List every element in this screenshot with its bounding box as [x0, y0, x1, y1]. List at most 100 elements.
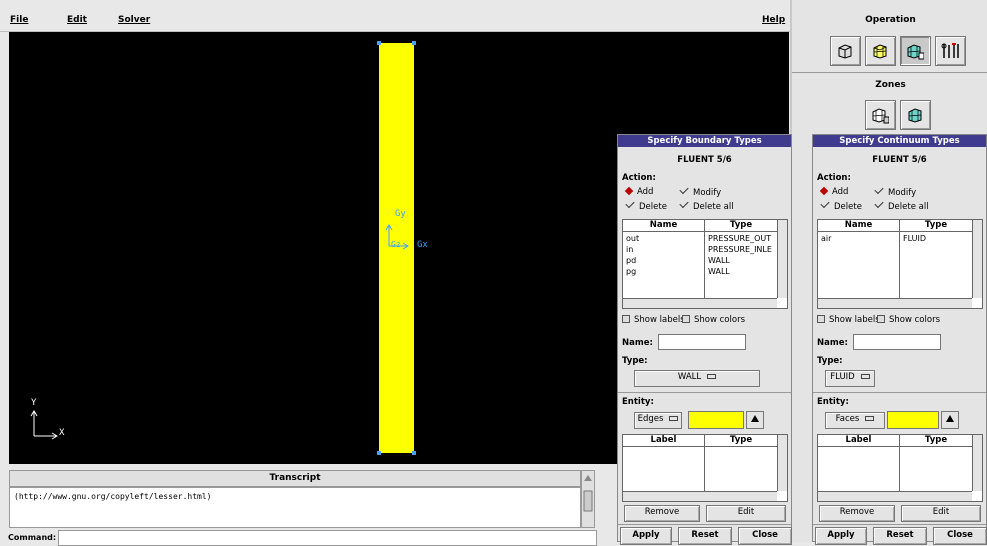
- command-bar: Command:: [0, 530, 597, 546]
- geometry-canvas: [30, 41, 416, 455]
- apply-button[interactable]: Apply: [620, 527, 672, 545]
- boundary-zones-icon: [872, 108, 889, 124]
- menu-edit[interactable]: Edit: [67, 15, 87, 25]
- list-hscrollbar[interactable]: [818, 298, 972, 308]
- panel-divider: [792, 72, 987, 73]
- action-add-radio[interactable]: Add: [624, 186, 653, 197]
- entity-dropdown[interactable]: Faces: [825, 412, 885, 429]
- menu-help[interactable]: Help: [762, 15, 786, 25]
- action-modify-radio[interactable]: Modify: [873, 184, 916, 198]
- name-label: Name:: [622, 338, 653, 348]
- radio-unselected-icon: [820, 198, 830, 209]
- zones-title: Zones: [875, 80, 906, 90]
- continuum-types-dialog: Specify Continuum Types FLUENT 5/6 Actio…: [812, 134, 987, 545]
- gravity-axes: [385, 224, 409, 250]
- list-item[interactable]: in: [626, 245, 634, 254]
- continuum-zones-button[interactable]: [900, 100, 931, 130]
- edit-button[interactable]: Edit: [706, 505, 786, 522]
- reset-button[interactable]: Reset: [873, 527, 927, 545]
- action-delete-all-radio[interactable]: Delete all: [873, 198, 929, 212]
- entity-pick-input[interactable]: [887, 411, 939, 429]
- list-item[interactable]: PRESSURE_OUT: [708, 234, 772, 243]
- mesh-button[interactable]: [865, 36, 896, 66]
- remove-button[interactable]: Remove: [624, 505, 700, 522]
- show-colors-checkbox[interactable]: Show colors: [682, 315, 745, 325]
- list-item[interactable]: pd: [626, 256, 637, 265]
- edit-button[interactable]: Edit: [901, 505, 981, 522]
- command-label: Command:: [8, 533, 57, 542]
- col-name-header: Name: [623, 220, 704, 232]
- apply-button[interactable]: Apply: [815, 527, 867, 545]
- list-item[interactable]: air: [821, 234, 832, 243]
- remove-button[interactable]: Remove: [819, 505, 895, 522]
- list-hscrollbar[interactable]: [623, 491, 777, 501]
- list-item[interactable]: WALL: [708, 267, 730, 276]
- action-add-radio[interactable]: Add: [819, 186, 848, 197]
- geometry-face: [379, 43, 414, 453]
- col-type-header: Type: [704, 435, 778, 447]
- transcript-header: Transcript: [9, 470, 581, 487]
- geometry-icon: [838, 44, 852, 59]
- action-delete-all-radio[interactable]: Delete all: [678, 198, 734, 212]
- name-input[interactable]: [658, 334, 746, 350]
- list-vscrollbar[interactable]: [972, 435, 982, 491]
- close-button[interactable]: Close: [933, 527, 987, 545]
- entity-pick-arrow-button[interactable]: [746, 411, 764, 429]
- zone-list[interactable]: Name Type air FLUID: [817, 219, 983, 309]
- entity-list[interactable]: Label Type: [817, 434, 983, 502]
- col-type-header: Type: [899, 435, 973, 447]
- action-modify-radio[interactable]: Modify: [678, 184, 721, 198]
- type-dropdown[interactable]: FLUID: [825, 370, 875, 387]
- col-type-header: Type: [899, 220, 973, 232]
- menu-file[interactable]: File: [10, 15, 29, 25]
- col-label-header: Label: [818, 435, 899, 447]
- list-item[interactable]: out: [626, 234, 640, 243]
- show-colors-checkbox[interactable]: Show colors: [877, 315, 940, 325]
- entity-list[interactable]: Label Type: [622, 434, 788, 502]
- radio-selected-icon: [819, 186, 829, 196]
- menu-bar: File Edit Solver Help: [0, 0, 790, 32]
- axis-gy-label: Gy: [395, 209, 406, 219]
- coordinate-triad: [30, 410, 58, 440]
- entity-dropdown[interactable]: Edges: [634, 412, 682, 429]
- close-button[interactable]: Close: [738, 527, 792, 545]
- list-vscrollbar[interactable]: [972, 220, 982, 298]
- solver-label: FLUENT 5/6: [872, 155, 927, 165]
- list-item[interactable]: FLUID: [903, 234, 927, 243]
- transcript-scrollbar[interactable]: [581, 470, 595, 528]
- list-vscrollbar[interactable]: [777, 220, 787, 298]
- entity-pick-arrow-button[interactable]: [941, 411, 959, 429]
- reset-button[interactable]: Reset: [678, 527, 732, 545]
- operation-title: Operation: [865, 15, 916, 25]
- list-hscrollbar[interactable]: [623, 298, 777, 308]
- show-labels-checkbox[interactable]: Show labels: [817, 315, 880, 325]
- list-item[interactable]: WALL: [708, 256, 730, 265]
- tools-button[interactable]: [935, 36, 966, 66]
- show-labels-checkbox[interactable]: Show labels: [622, 315, 685, 325]
- action-delete-radio[interactable]: Delete: [819, 198, 862, 212]
- entity-pick-input[interactable]: [688, 411, 744, 429]
- name-input[interactable]: [853, 334, 941, 350]
- radio-unselected-icon: [625, 198, 635, 209]
- list-item[interactable]: PRESSURE_INLE: [708, 245, 772, 254]
- col-label-header: Label: [623, 435, 704, 447]
- command-input[interactable]: [58, 530, 597, 546]
- triad-x-label: X: [59, 428, 65, 438]
- entity-label: Entity:: [622, 397, 654, 407]
- zones-button[interactable]: [900, 36, 931, 66]
- name-label: Name:: [817, 338, 848, 348]
- list-vscrollbar[interactable]: [777, 435, 787, 491]
- list-item[interactable]: pg: [626, 267, 637, 276]
- scroll-arrows-icon: [583, 475, 593, 512]
- action-delete-radio[interactable]: Delete: [624, 198, 667, 212]
- solver-label: FLUENT 5/6: [677, 155, 732, 165]
- boundary-zones-button[interactable]: [865, 100, 896, 130]
- list-hscrollbar[interactable]: [818, 491, 972, 501]
- geometry-button[interactable]: [830, 36, 861, 66]
- geometry-vertices: [377, 41, 416, 455]
- zone-list[interactable]: Name Type out PRESSURE_OUT in PRESSURE_I…: [622, 219, 788, 309]
- type-dropdown[interactable]: WALL: [634, 370, 760, 387]
- entity-label: Entity:: [817, 397, 849, 407]
- menu-solver[interactable]: Solver: [118, 15, 151, 25]
- radio-selected-icon: [624, 186, 634, 196]
